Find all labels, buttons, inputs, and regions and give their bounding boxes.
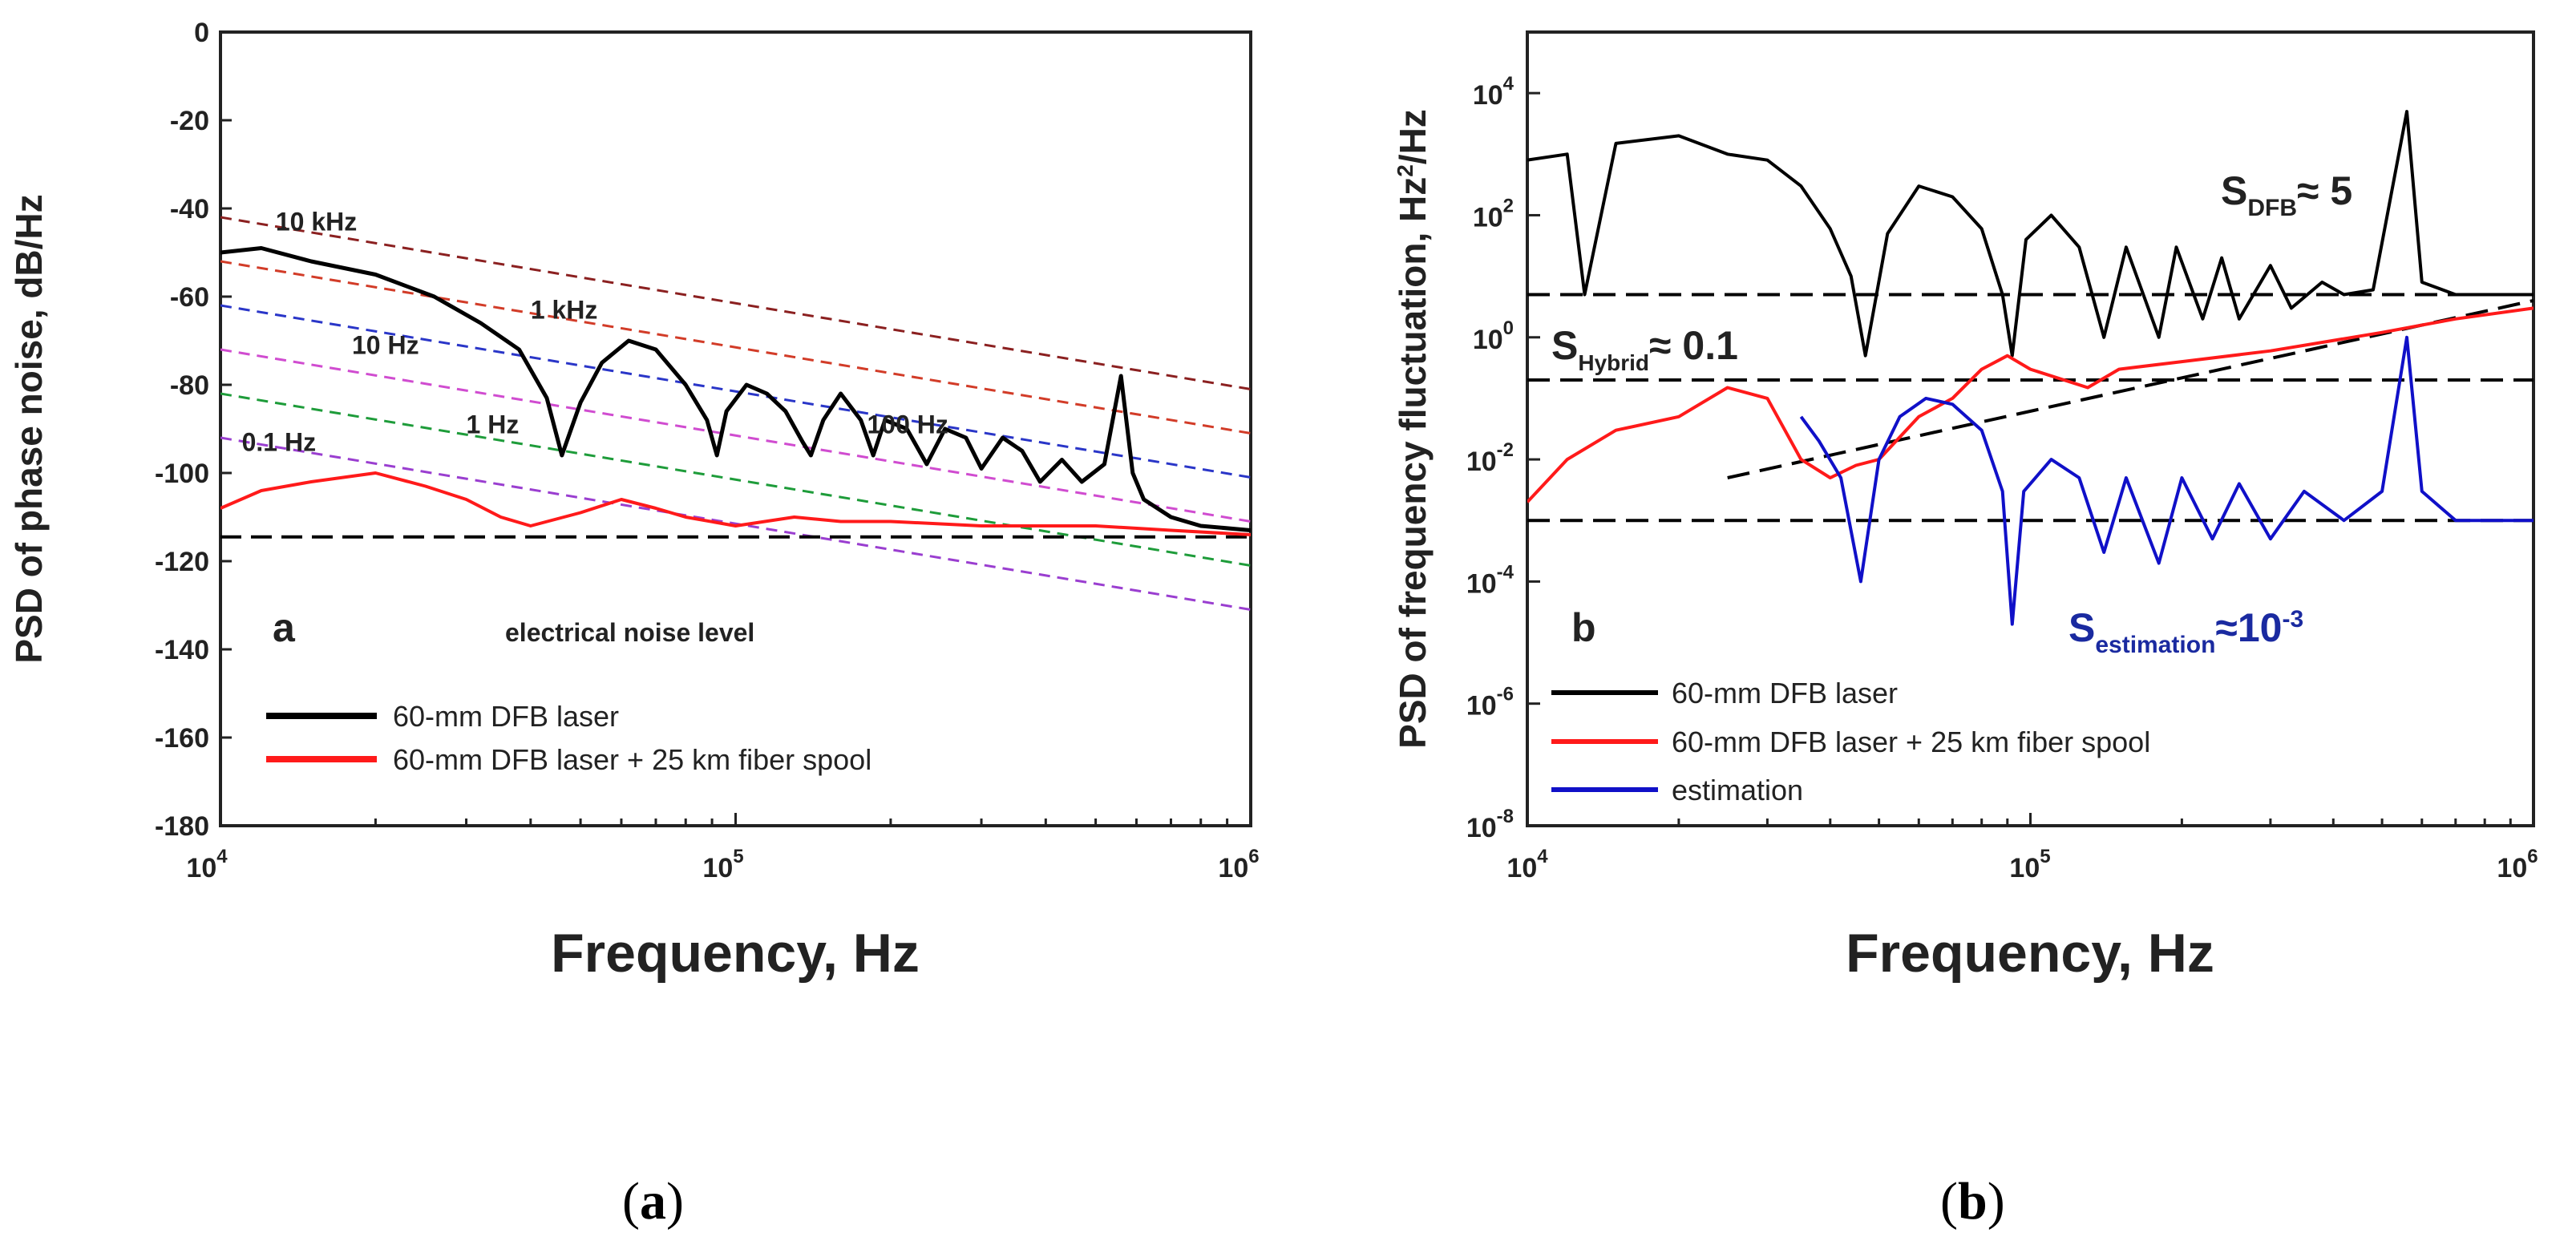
legend-label-hybrid: 60-mm DFB laser + 25 km fiber spool <box>393 743 871 776</box>
chart-b-xtick-label: 104 <box>1506 846 1548 883</box>
annotation-s-estimation: Sestimation≈10-3 <box>2068 605 2303 658</box>
series-line-hybrid <box>220 471 1251 536</box>
chart-a-annotations: 10 kHz 1 kHz 10 Hz 1 Hz 0.1 Hz 100 Hz <box>242 208 948 457</box>
line-annotation: 0.1 Hz <box>242 428 316 457</box>
chart-a-ytick-label: 0 <box>194 18 209 48</box>
series-line-dfb <box>1527 110 2534 358</box>
chart-a-ytick-label: -60 <box>170 282 209 313</box>
chart-a-ytick-label: -80 <box>170 370 209 401</box>
chart-b-ytick-label: 10-4 <box>1466 561 1514 599</box>
legend-label-hybrid: 60-mm DFB laser + 25 km fiber spool <box>1672 726 2150 758</box>
reference-line <box>220 348 1251 523</box>
reference-line <box>220 304 1251 479</box>
chart-a-ytick-label: -160 <box>155 723 209 754</box>
chart-a-y-axis-label: PSD of phase noise, dB/Hz <box>8 194 50 663</box>
chart-b-xtick-label: 106 <box>2497 846 2538 883</box>
chart-b-series <box>1527 110 2534 626</box>
chart-b-x-axis-label: Frequency, Hz <box>1846 923 2214 984</box>
reference-line <box>220 392 1251 567</box>
chart-b-ticks <box>1526 91 2535 827</box>
chart-a-xtick-label: 106 <box>1218 846 1259 883</box>
line-annotation: 10 kHz <box>276 208 357 236</box>
chart-b-panel-letter: b <box>1571 605 1596 650</box>
chart-a-ytick-label: -120 <box>155 547 209 577</box>
chart-a-legend: 60-mm DFB laser 60-mm DFB laser + 25 km … <box>266 700 871 776</box>
chart-a-ytick-label: -140 <box>155 635 209 665</box>
line-annotation: 1 Hz <box>467 410 520 439</box>
chart-a-xtick-label: 104 <box>186 846 228 883</box>
chart-a-x-axis-label: Frequency, Hz <box>551 923 920 984</box>
series-line-estimation <box>1799 335 2534 626</box>
chart-a-ytick-label: -180 <box>155 811 209 842</box>
reference-line <box>220 436 1251 611</box>
chart-b-legend: 60-mm DFB laser 60-mm DFB laser + 25 km … <box>1551 677 2150 806</box>
chart-a-ytick-label: -20 <box>170 106 209 136</box>
legend-label-dfb: 60-mm DFB laser <box>393 700 619 733</box>
reference-line <box>220 260 1251 435</box>
chart-a: 0 -20 -40 -60 -80 -100 -120 -140 -160 -180 10 kHz… <box>8 18 1260 984</box>
chart-a-ticks: 0 -20 -40 -60 -80 -100 -120 -140 -160 -180 <box>155 18 1252 842</box>
line-annotation: 100 Hz <box>867 410 948 439</box>
chart-a-ytick-label: -100 <box>155 459 209 489</box>
legend-label-dfb: 60-mm DFB laser <box>1672 677 1898 709</box>
legend-label-estimation: estimation <box>1672 774 1803 806</box>
chart-b-y-axis-label: PSD of frequency fluctuation, Hz2/Hz <box>1392 109 1434 749</box>
annotation-s-hybrid: SHybrid≈ 0.1 <box>1551 323 1738 375</box>
series-line-dfb <box>220 246 1251 532</box>
reference-line <box>220 216 1251 390</box>
caption-b: (b) <box>1940 1172 2005 1231</box>
noise-level-label: electrical noise level <box>505 618 754 647</box>
chart-b-ytick-label: 10-2 <box>1466 439 1514 477</box>
chart-b-ytick-label: 10-6 <box>1466 684 1514 722</box>
chart-a-frame <box>219 30 1252 827</box>
line-annotation: 1 kHz <box>531 296 598 325</box>
trend-line <box>1727 298 2534 479</box>
chart-b-level-lines <box>1527 293 2534 523</box>
chart-a-panel-letter: a <box>273 605 296 650</box>
chart-b-xtick-label: 105 <box>2009 846 2050 883</box>
chart-a-reference-lines <box>220 216 1251 611</box>
chart-a-series <box>220 246 1251 536</box>
chart-b-ytick-label: 102 <box>1473 196 1514 233</box>
line-annotation: 10 Hz <box>352 331 419 360</box>
chart-b-ytick-label: 104 <box>1473 73 1514 111</box>
chart-b-ytick-label: 10-8 <box>1466 806 1514 843</box>
chart-a-xtick-label: 105 <box>702 846 743 883</box>
chart-a-ytick-label: -40 <box>170 194 209 224</box>
chart-b: 104 105 106 104 102 100 10-2 10-4 10-6 1… <box>1392 30 2538 984</box>
annotation-s-dfb: SDFB≈ 5 <box>2221 168 2352 221</box>
caption-a: (a) <box>622 1172 684 1231</box>
chart-b-ytick-label: 100 <box>1473 317 1514 355</box>
series-line-hybrid <box>1527 306 2534 503</box>
